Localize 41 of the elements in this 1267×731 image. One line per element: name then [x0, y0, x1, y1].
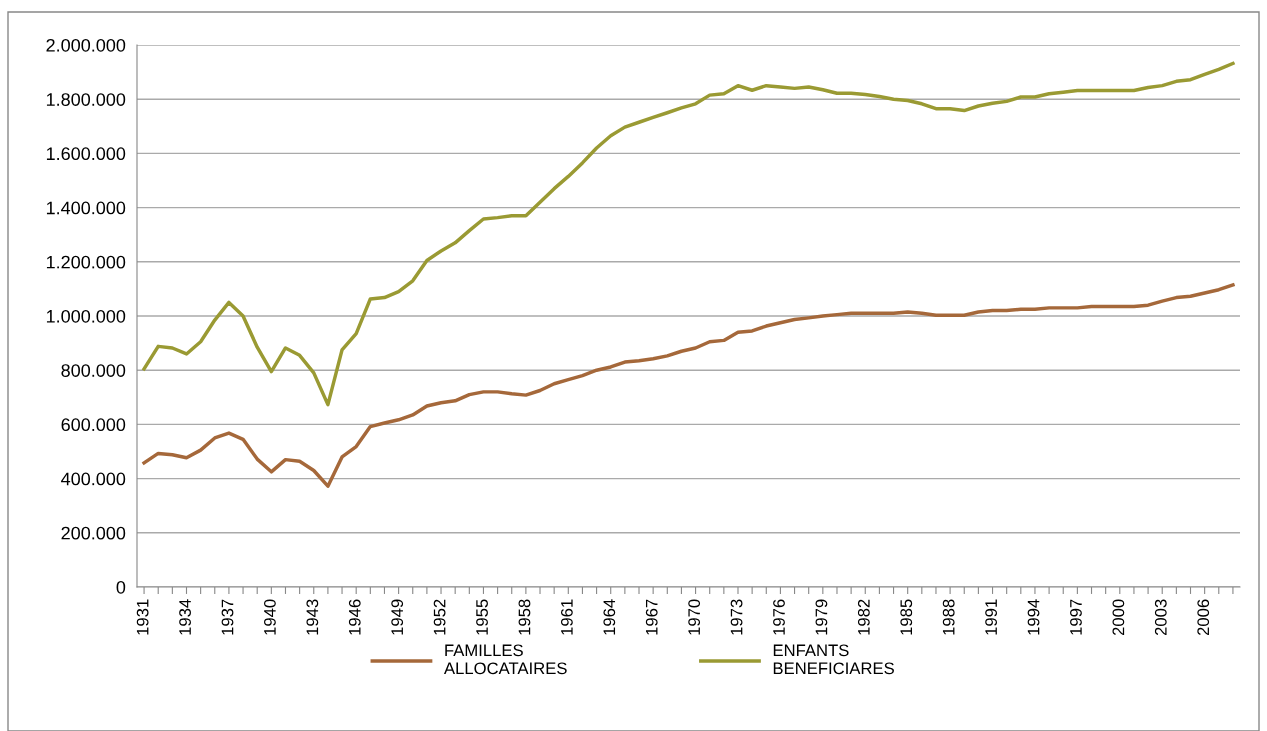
x-tick-label: 1979	[815, 599, 828, 635]
y-tick-label: 800.000	[61, 364, 126, 377]
y-tick-label: 1.000.000	[46, 309, 126, 323]
x-tick-label: 1991	[985, 599, 998, 635]
x-tick-label: 1985	[900, 599, 913, 635]
x-tick-label: 1943	[306, 599, 319, 635]
x-tick-label: 1952	[433, 599, 446, 635]
x-tick-label: 1955	[476, 599, 488, 635]
x-tick-label: 1976	[773, 599, 785, 635]
y-tick-label: 2.000.000	[46, 38, 126, 52]
x-tick-label: 2006	[1197, 599, 1210, 636]
x-tick-label: 1937	[221, 599, 234, 635]
legend-label: FAMILLES ALLOCATAIRES	[443, 644, 567, 675]
x-tick-label: 1934	[179, 599, 191, 635]
y-tick-label: 600.000	[61, 418, 126, 432]
x-tick-label: 2003	[1154, 599, 1167, 636]
line-series	[142, 283, 1235, 488]
y-tick-label: 1.400.000	[46, 201, 126, 215]
y-tick-label: 0	[116, 580, 126, 594]
x-tick-label: 2000	[1112, 599, 1125, 636]
x-tick-label: 1982	[857, 599, 870, 635]
x-tick-label: 1973	[730, 599, 743, 635]
x-tick-label: 1949	[391, 599, 404, 635]
y-tick-label: 1.200.000	[46, 255, 126, 269]
x-tick-label: 1994	[1027, 599, 1040, 635]
x-tick-label: 1964	[603, 599, 616, 635]
x-tick-label: 1958	[518, 599, 531, 635]
y-tick-label: 1.800.000	[46, 93, 126, 106]
x-tick-label: 1931	[136, 599, 149, 635]
x-tick-label: 1946	[348, 599, 361, 635]
x-tick-label: 1970	[688, 599, 701, 635]
x-tick-label: 1988	[942, 599, 955, 635]
y-tick-label: 1.600.000	[46, 147, 126, 161]
x-tick-label: 1967	[645, 599, 658, 635]
x-tick-label: 1940	[264, 599, 276, 635]
x-tick-label: 1961	[560, 599, 573, 635]
legend-label: ENFANTS BENEFICIARES	[773, 644, 894, 675]
y-tick-label: 400.000	[61, 472, 126, 486]
x-tick-label: 1997	[1070, 599, 1082, 635]
y-tick-label: 200.000	[61, 526, 126, 540]
line-series	[142, 61, 1235, 407]
